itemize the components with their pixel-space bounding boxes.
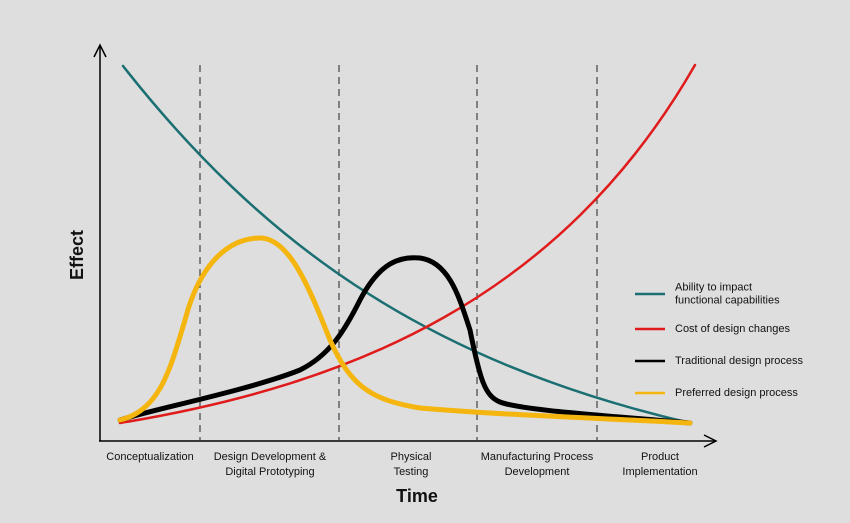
cost-curve [118,63,697,425]
phase-label: Manufacturing Process [481,451,594,463]
phase-label: Conceptualization [106,451,193,463]
legend-label: Ability to impact [675,281,752,293]
phase-label: Physical [391,451,432,463]
phase-label: Development [505,466,570,478]
legend-label: Cost of design changes [675,323,790,335]
preferred-curve [117,235,693,426]
phase-dividers [199,65,598,440]
legend-label: Preferred design process [675,387,798,399]
x-arrow [703,434,718,448]
phase-label: Design Development & [214,451,327,463]
curves [117,63,697,426]
traditional-curve [117,255,693,426]
ability-curve [121,64,692,425]
phase-label: Testing [394,466,429,478]
legend-label: functional capabilities [675,294,780,306]
x-axis-label: Time [396,486,438,506]
legend-label: Traditional design process [675,355,803,367]
phase-label: Digital Prototyping [225,466,314,478]
phase-label: Product [641,451,679,463]
axes [93,43,718,448]
phase-label: Implementation [622,466,697,478]
y-axis-label: Effect [67,230,87,280]
phase-labels: Conceptualization Design Development & Dig… [106,451,697,478]
y-arrow [93,43,107,58]
